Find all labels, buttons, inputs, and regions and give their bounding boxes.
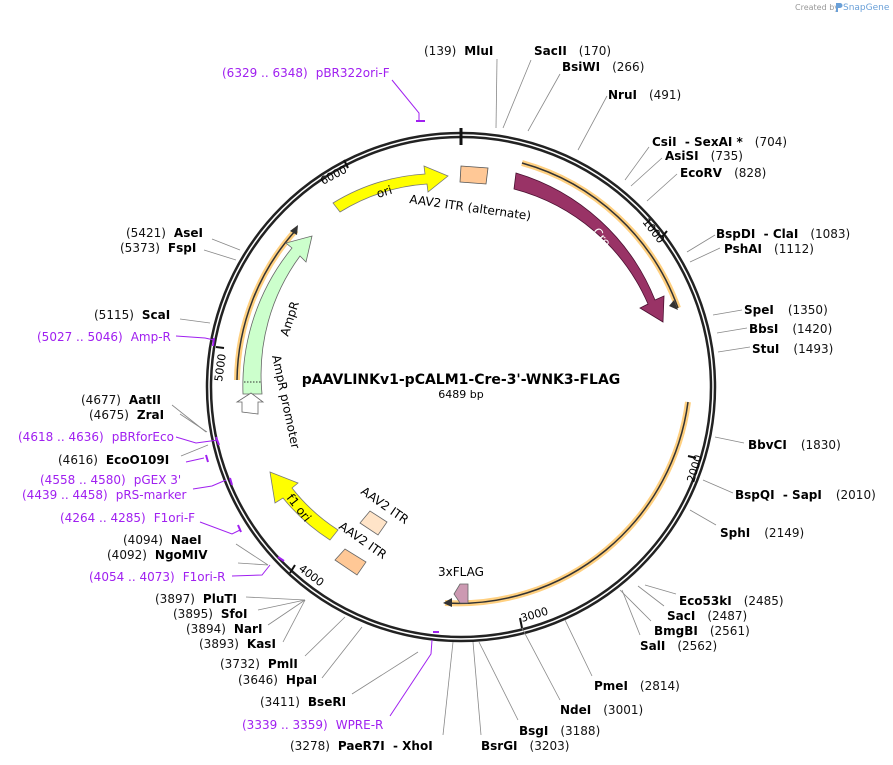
tick-5000: 5000 [212,353,229,383]
snapgene-credit: Created by SnapGene [795,3,890,13]
enzyme-site[interactable]: SpeI (1350) [744,303,828,317]
credit-prefix: Created by [795,3,839,12]
feature-3xflag-label: 3xFLAG [438,565,484,579]
plasmid-length: 6489 bp [438,388,483,401]
feature-ampr-promoter[interactable] [235,392,265,415]
enzyme-site[interactable]: PshAI (1112) [724,242,814,256]
feature-cre[interactable] [513,172,665,323]
enzyme-site[interactable]: SacII (170) [534,44,611,58]
enzyme-site[interactable]: BsiWI (266) [562,60,644,74]
enzyme-site[interactable]: (5421) AseI [126,226,203,240]
enzyme-leaders [171,58,751,736]
enzyme-site[interactable]: BsgI (3188) [519,724,600,738]
feature-3xflag[interactable] [453,583,469,604]
enzyme-site[interactable]: (4675) ZraI [89,408,164,422]
enzyme-site[interactable]: (3897) PluTI [155,592,237,606]
enzyme-site[interactable]: (139) MluI [424,44,493,58]
features: ori AAV2 ITR (alternate) Cre AmpR AmpR p… [235,165,665,604]
feature-aav2-itr-2[interactable] [334,548,367,576]
primer-site[interactable]: (5027 .. 5046) Amp-R [37,330,171,344]
feature-aav2-itr-alternate-label: AAV2 ITR (alternate) [409,192,532,223]
enzyme-site[interactable]: BbvCI (1830) [748,438,841,452]
enzyme-site[interactable]: (5115) ScaI [94,308,170,322]
enzyme-site[interactable]: SacI (2487) [667,609,747,623]
enzyme-site[interactable]: NdeI (3001) [560,703,643,717]
feature-f1-ori[interactable] [269,471,339,541]
enzyme-site[interactable]: (3646) HpaI [238,673,317,687]
feature-ampr[interactable] [242,235,313,395]
primer-site[interactable]: (6329 .. 6348) pBR322ori-F [222,66,390,80]
feature-ampr-label: AmpR [278,299,302,337]
enzyme-site[interactable]: (4677) AatII [81,393,161,407]
enzyme-site[interactable]: (4092) NgoMIV [107,548,208,562]
feature-ori[interactable] [332,165,449,213]
enzyme-site[interactable]: (3278) PaeR7I - XhoI [290,739,433,753]
enzyme-site[interactable]: BsrGI (3203) [481,739,569,753]
snapgene-logo-icon [836,3,843,12]
enzyme-site[interactable]: PmeI (2814) [594,679,680,693]
feature-aav2-itr-1[interactable] [359,510,388,536]
primer-leaders [175,79,439,717]
enzyme-site[interactable]: CsiI - SexAI * (704) [652,135,787,149]
enzyme-site[interactable]: BspQI - SapI (2010) [735,488,876,502]
enzyme-site[interactable]: (3893) KasI [199,637,276,651]
enzyme-site[interactable]: (4094) NaeI [123,533,202,547]
primer-site[interactable]: (4264 .. 4285) F1ori-F [60,511,195,525]
credit-brand: SnapGene [843,3,890,13]
enzyme-site[interactable]: EcoRV (828) [680,166,766,180]
backbone [205,128,717,643]
primer-site[interactable]: (4054 .. 4073) F1ori-R [89,570,226,584]
enzyme-site[interactable]: BspDI - ClaI (1083) [716,227,850,241]
feature-aav2-itr-alternate[interactable] [459,165,489,185]
enzyme-site[interactable]: (3411) BseRI [260,695,346,709]
enzyme-site[interactable]: SalI (2562) [640,639,717,653]
enzyme-site[interactable]: Eco53kI (2485) [679,594,784,608]
primer-site[interactable]: (4439 .. 4458) pRS-marker [22,488,186,502]
primer-labels: (6329 .. 6348) pBR322ori-F (5027 .. 5046)… [18,66,390,732]
enzyme-labels: (139) MluI SacII (170) BsiWI (266) NruI (491… [58,44,876,753]
primer-site[interactable]: (4558 .. 4580) pGEX 3' [40,473,181,487]
enzyme-site[interactable]: (3732) PmlI [220,657,298,671]
enzyme-site[interactable]: (3895) SfoI [173,607,247,621]
enzyme-site[interactable]: SphI (2149) [720,526,804,540]
enzyme-site[interactable]: (3894) NarI [186,622,262,636]
enzyme-site[interactable]: AsiSI (735) [665,149,743,163]
feature-ori-label: ori [375,183,394,201]
enzyme-site[interactable]: BmgBI (2561) [654,624,750,638]
enzyme-site[interactable]: StuI (1493) [752,342,833,356]
primer-site[interactable]: (3339 .. 3359) WPRE-R [242,718,383,732]
orf-arcs [234,160,691,607]
primer-site[interactable]: (4618 .. 4636) pBRforEco [18,430,174,444]
enzyme-site[interactable]: BbsI (1420) [749,322,832,336]
feature-ampr-promoter-label: AmpR promoter [269,354,303,450]
enzyme-site[interactable]: NruI (491) [608,88,681,102]
enzyme-site[interactable]: (4616) EcoO109I [58,453,169,467]
plasmid-title: pAAVLINKv1-pCALM1-Cre-3'-WNK3-FLAG [302,372,621,388]
enzyme-site[interactable]: (5373) FspI [120,241,196,255]
